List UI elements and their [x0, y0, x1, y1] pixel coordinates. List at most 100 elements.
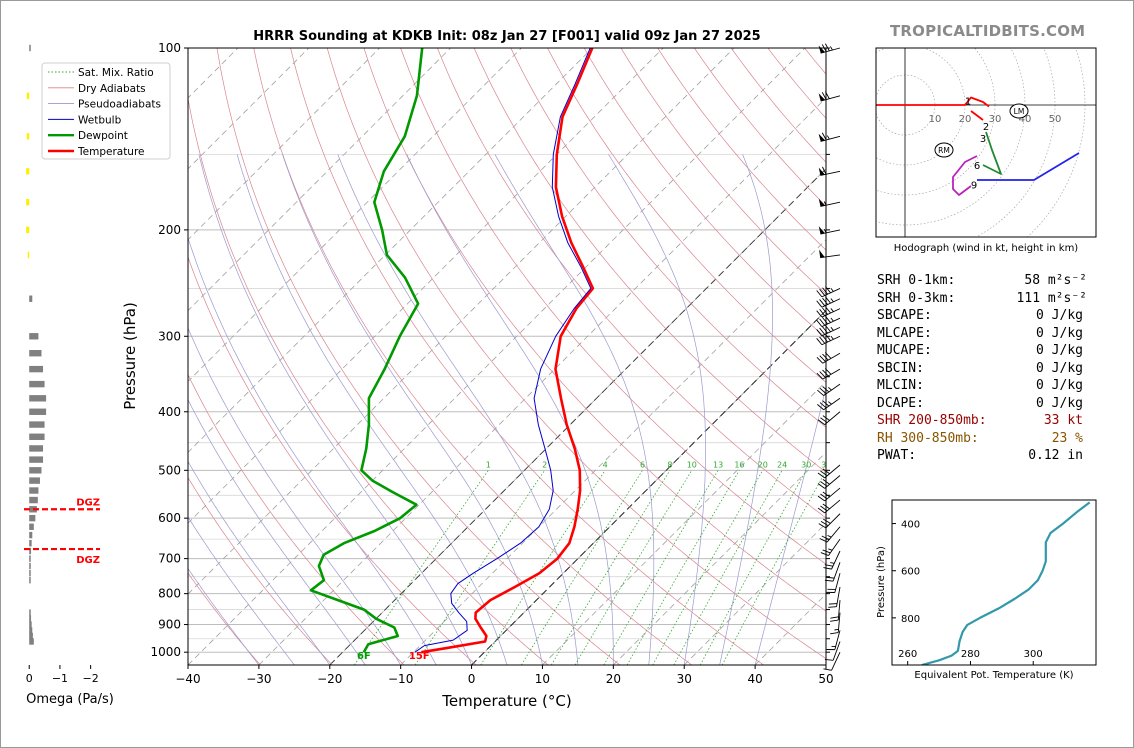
- mixing-ratio-label: 10: [687, 460, 697, 469]
- mixing-ratio-label: 13: [713, 460, 723, 469]
- wind-barb-staff: [824, 411, 841, 425]
- wind-barb: [819, 526, 841, 543]
- wind-barb-staff: [825, 513, 841, 529]
- wind-barb-full: [820, 505, 828, 512]
- wind-barb: [816, 352, 841, 364]
- wind-barb-full: [817, 404, 824, 411]
- dry-adiabat-line: [216, 48, 621, 665]
- x-tick-label: 20: [606, 672, 621, 686]
- mixing-ratio-label: 8: [667, 460, 672, 469]
- pseudoadiabat-line: [188, 398, 366, 665]
- wind-barb-half: [830, 317, 834, 322]
- index-row: SBCIN: 0 J/kg: [877, 360, 1127, 378]
- omega-x-tick-label: 0: [26, 672, 33, 685]
- wind-barb-full: [819, 538, 828, 543]
- omega-bar: [26, 226, 30, 234]
- wind-barb: [816, 368, 841, 380]
- pseudoadiabat-line: [188, 567, 260, 665]
- y-tick-label: 300: [158, 329, 181, 343]
- wind-barb-staff: [823, 383, 841, 396]
- x-tick-label: −40: [175, 672, 200, 686]
- wind-barb-full: [822, 317, 829, 325]
- index-value: 0.12 in: [1028, 448, 1083, 463]
- pseudoadiabat-line: [198, 154, 472, 665]
- y-tick-label: 500: [158, 463, 181, 477]
- wind-barb-full: [828, 606, 837, 608]
- wind-barb-full: [819, 327, 826, 335]
- index-label: MUCAPE:: [877, 343, 932, 358]
- wind-barb-full: [820, 417, 828, 423]
- wind-barb-full: [821, 44, 827, 52]
- dry-adiabat-line: [547, 48, 826, 383]
- wind-barb-full: [821, 132, 827, 141]
- mixing-ratio-line: [480, 470, 606, 665]
- wind-barb-full: [822, 491, 830, 498]
- omega-bar: [29, 531, 33, 539]
- isotherm-line: [258, 97, 826, 665]
- mixing-ratio-label: 36: [821, 460, 831, 469]
- isotherm-line: [188, 48, 735, 595]
- omega-bar: [29, 295, 33, 302]
- wind-barb-full: [822, 287, 829, 295]
- wind-barb-full: [828, 603, 838, 605]
- mixing-ratio-label: 4: [603, 460, 608, 469]
- index-label: SBCIN:: [877, 360, 924, 376]
- wind-barb-half: [830, 287, 834, 292]
- dgz-top-label: DGZ: [76, 497, 100, 508]
- wind-barb-full: [824, 352, 832, 359]
- index-row: MLCAPE: 0 J/kg: [877, 325, 1127, 343]
- omega-bar: [26, 92, 30, 100]
- x-tick-label: 30: [677, 672, 692, 686]
- omega-bar: [29, 433, 45, 440]
- wind-barb-half: [828, 387, 832, 391]
- wind-barb-staff: [831, 652, 841, 671]
- y-tick-label: 200: [158, 223, 181, 237]
- isotherm-line: [0, 48, 25, 665]
- wind-barb-full: [817, 419, 825, 425]
- pseudoadiabat-line: [406, 154, 614, 665]
- wind-barb-staff: [821, 298, 841, 308]
- omega-x-tick-label: −1: [52, 672, 68, 685]
- omega-bar: [29, 576, 31, 584]
- wind-barb-full: [822, 468, 830, 475]
- wind-barb: [826, 573, 841, 593]
- index-label: RH 300-850mb:: [877, 430, 979, 446]
- index-value: 111 m²s⁻²: [1016, 290, 1087, 306]
- wetbulb-profile-line: [414, 48, 592, 653]
- mixing-ratio-label: 6: [640, 460, 645, 469]
- wind-barb-staff: [820, 254, 841, 259]
- legend-item-label: Dewpoint: [78, 130, 128, 142]
- wind-barb-staff: [820, 47, 841, 54]
- mixing-ratio-line: [550, 470, 671, 665]
- index-label: DCAPE:: [877, 395, 924, 411]
- wind-barb: [824, 562, 841, 582]
- dry-adiabat-line: [510, 48, 826, 428]
- y-tick-label: 800: [158, 587, 181, 601]
- plot-area: [187, 47, 827, 666]
- omega-axis-label: Omega (Pa/s): [26, 692, 114, 707]
- dry-adiabat-line: [188, 373, 405, 665]
- x-axis-label: Temperature (°C): [441, 692, 571, 710]
- wind-barb-full: [819, 371, 826, 378]
- wind-barb-half: [828, 548, 833, 551]
- index-row: MUCAPE: 0 J/kg: [877, 342, 1127, 360]
- omega-bar: [29, 408, 47, 415]
- wind-barb: [818, 166, 841, 176]
- mixing-ratio-label: 1: [486, 460, 491, 469]
- wind-barb-half: [826, 135, 830, 140]
- wind-barb: [820, 538, 841, 556]
- wind-barb-staff: [820, 170, 841, 176]
- wind-barb: [817, 397, 841, 411]
- dry-adiabat-line: [326, 48, 826, 660]
- wind-barb-half: [828, 401, 832, 405]
- x-tick-label: −20: [317, 672, 342, 686]
- wind-barb-flag: [818, 226, 825, 235]
- wind-barb: [817, 499, 841, 514]
- dry-adiabat-line: [437, 48, 826, 519]
- index-value: 0 J/kg: [1036, 395, 1083, 411]
- y-tick-label: 1000: [150, 645, 181, 659]
- wind-barb: [818, 43, 841, 54]
- isotherm-line: [613, 451, 826, 665]
- mixing-ratio-label: 30: [801, 460, 811, 469]
- omega-bar: [29, 421, 45, 428]
